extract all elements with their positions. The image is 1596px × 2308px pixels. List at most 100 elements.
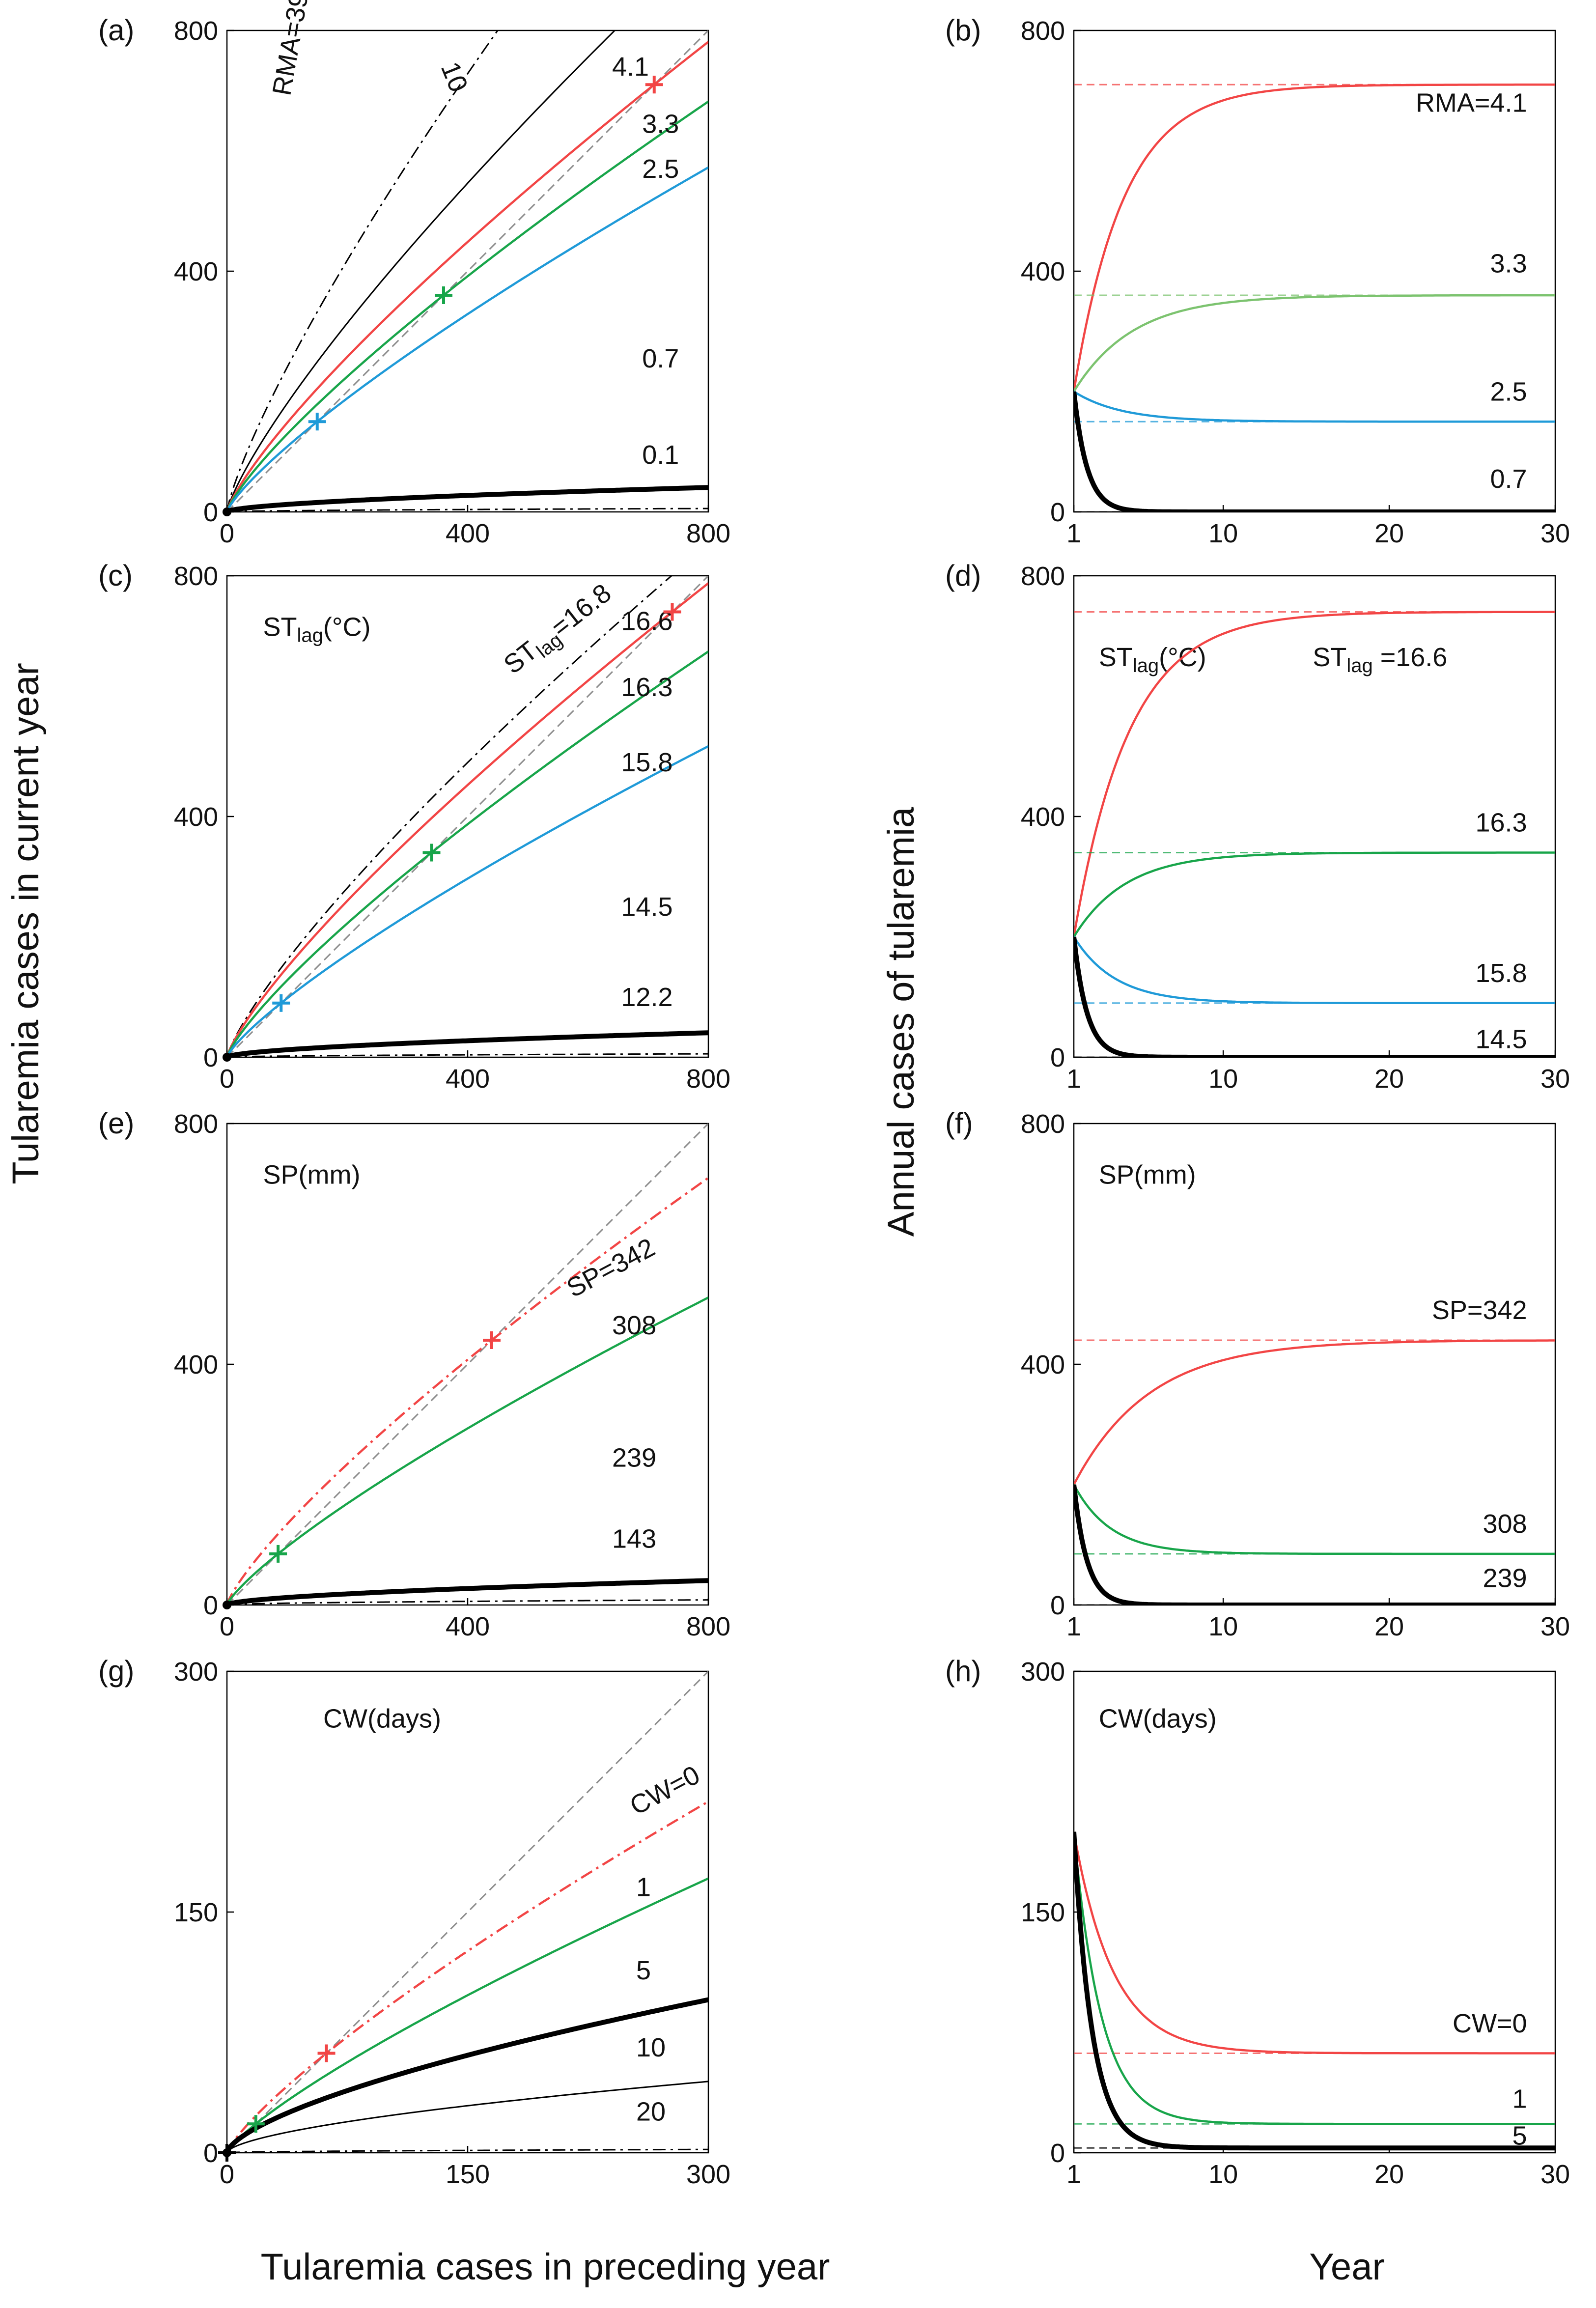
y-tick-label: 800: [174, 562, 218, 591]
x-tick-label: 150: [446, 2160, 490, 2189]
panel-label: (e): [98, 1107, 134, 1140]
series-line-308: [227, 1296, 708, 1605]
panel-label: (g): [98, 1655, 134, 1688]
identity-line: [227, 1124, 708, 1605]
series-line-CW=0: [227, 1801, 708, 2153]
series-label-CW=0: CW=0: [1453, 2009, 1527, 2038]
series-line-10: [227, 2081, 708, 2153]
origin-point: [223, 2148, 231, 2157]
x-tick-label: 800: [686, 1612, 730, 1641]
panel-header: SP(mm): [1099, 1160, 1196, 1190]
y-tick-label: 150: [174, 1898, 218, 1927]
y-tick-label: 800: [1021, 1109, 1065, 1139]
panel-header: STlag(°C): [263, 613, 371, 647]
x-tick-label: 1: [1066, 1064, 1081, 1094]
series-label-15.8: 15.8: [1475, 958, 1527, 988]
x-tick-label: 10: [1208, 519, 1238, 548]
y-tick-label: 400: [1021, 1350, 1065, 1379]
y-axis-label-left: Tularemia cases in current year: [5, 663, 47, 1184]
series-label-2.5: 2.5: [642, 154, 679, 184]
y-tick-label: 0: [203, 498, 218, 527]
y-tick-label: 0: [1050, 1043, 1065, 1072]
axes-frame: [1073, 1670, 1556, 2154]
y-tick-label: 400: [174, 802, 218, 832]
x-tick-label: 1: [1066, 2160, 1081, 2189]
series-label-143: 143: [612, 1524, 656, 1554]
y-tick-label: 150: [1021, 1898, 1065, 1927]
series-label-0.7: 0.7: [642, 344, 679, 373]
series-label-1: 1: [636, 1872, 651, 1902]
x-tick-label: 0: [220, 1064, 234, 1094]
identity-line: [227, 576, 708, 1057]
series-label-308: 308: [612, 1311, 656, 1340]
y-axis-label-right: Annual cases of tularemia: [880, 807, 922, 1237]
y-tick-label: 400: [174, 1350, 218, 1379]
x-axis-label-right: Year: [1309, 2246, 1385, 2288]
series-line-3.3: [1074, 294, 1555, 393]
panel-e: 0 400 800 0 400 800 (e) SP(mm) SP=342 308 239 143: [98, 1107, 730, 1641]
panel-a: 0 400 800 0 400 800 (a) RMA=39 10 4.1 3.3 2.5 0.7 0.1: [98, 0, 730, 548]
series-line-CW=0: [1074, 1831, 1555, 2055]
series-line-SP=342: [1074, 1339, 1555, 1486]
x-tick-label: 800: [686, 519, 730, 548]
series-line-STlag=16.8: [227, 576, 673, 1057]
series-label-0.7: 0.7: [1490, 464, 1527, 494]
series-line-5: [227, 1997, 708, 2153]
panel-header: CW(days): [1099, 1704, 1217, 1733]
y-tick-label: 800: [174, 1109, 218, 1139]
panel-header: STlag(°C): [1099, 643, 1206, 676]
equilibrium-marker: [422, 844, 441, 862]
series-label-14.5: 14.5: [1475, 1025, 1527, 1054]
y-tick-label: 300: [174, 1657, 218, 1687]
series-line-SP=342: [227, 1177, 708, 1605]
equilibrium-marker: [663, 603, 681, 621]
x-tick-label: 20: [1374, 519, 1404, 548]
origin-point: [223, 1601, 231, 1609]
series-line-3.3: [227, 100, 708, 512]
y-tick-label: 0: [1050, 498, 1065, 527]
series-line-RMA=4.1: [1074, 84, 1555, 392]
series-line-239: [227, 1578, 708, 1605]
series-line-0.7: [1074, 391, 1555, 512]
y-tick-label: 800: [1021, 562, 1065, 591]
panel-label: (h): [945, 1655, 981, 1688]
series-label-12.2: 12.2: [621, 983, 672, 1012]
series-label-16.3: 16.3: [621, 673, 672, 702]
x-tick-label: 400: [446, 1064, 490, 1094]
x-tick-label: 1: [1066, 519, 1081, 548]
x-tick-label: 0: [220, 2160, 234, 2189]
panel-d: 1 10 20 30 0 400 800 (d) STlag(°C) STlag =16.6 16.…: [945, 559, 1570, 1094]
equilibrium-marker: [247, 2115, 265, 2133]
series-label-5: 5: [636, 1956, 651, 1985]
x-tick-label: 0: [220, 1612, 234, 1641]
panel-label: (b): [945, 14, 981, 47]
equilibrium-marker: [435, 286, 452, 304]
x-tick-label: 10: [1208, 1612, 1238, 1641]
series-line-0.1: [227, 507, 708, 512]
panel-f: 1 10 20 30 0 400 800 (f) SP(mm) SP=342 308 239: [945, 1107, 1570, 1641]
series-line-1: [1074, 1831, 1555, 2125]
series-line-STlag=16.6: [1074, 611, 1555, 937]
y-tick-label: 0: [203, 1043, 218, 1072]
x-tick-label: 400: [446, 519, 490, 548]
series-line-5: [1074, 1831, 1555, 2151]
series-line-14.5: [227, 1030, 708, 1057]
series-label-STlag=16.8: STlag=16.8: [498, 578, 619, 683]
series-label-14.5: 14.5: [621, 892, 672, 922]
y-tick-label: 0: [203, 1591, 218, 1620]
series-line-16.3: [227, 650, 708, 1057]
x-tick-label: 20: [1374, 1064, 1404, 1094]
series-line-16.3: [1074, 851, 1555, 938]
series-line-14.5: [1074, 936, 1555, 1057]
series-label-4.1: 4.1: [612, 52, 649, 82]
series-label-15.8: 15.8: [621, 748, 672, 777]
x-tick-label: 300: [686, 2160, 730, 2189]
series-label-3.3: 3.3: [1490, 249, 1527, 278]
x-tick-label: 400: [446, 1612, 490, 1641]
series-label-1: 1: [1512, 2084, 1527, 2114]
y-tick-label: 800: [1021, 16, 1065, 46]
series-label-10: 10: [636, 2033, 666, 2062]
series-line-2.5: [1074, 391, 1555, 423]
